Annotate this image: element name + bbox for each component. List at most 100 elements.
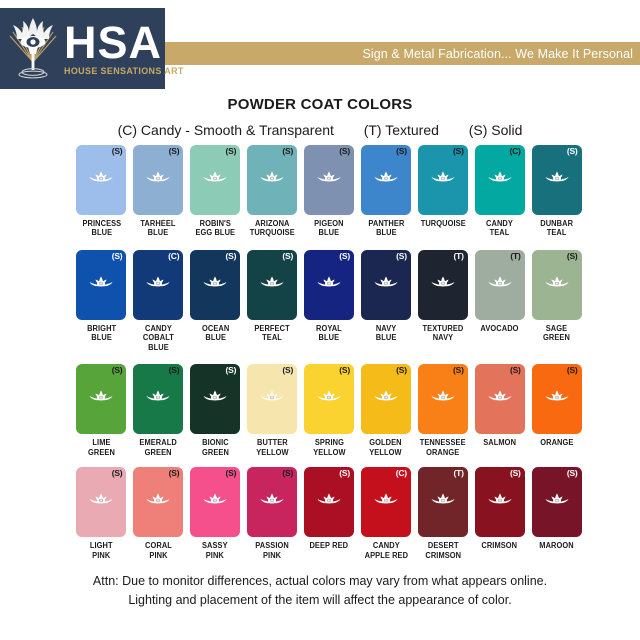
color-swatch[interactable]: (C) [360, 467, 411, 538]
lotus-icon [86, 389, 116, 404]
color-swatch-cell[interactable]: (S) GOLDEN YELLOW [357, 364, 414, 457]
lotus-icon [257, 389, 287, 404]
color-swatch-cell[interactable]: (S) PASSION PINK [244, 467, 301, 560]
lotus-icon [485, 492, 515, 507]
finish-code: (S) [225, 468, 237, 479]
disclaimer-line-1: Attn: Due to monitor differences, actual… [92, 574, 548, 588]
color-swatch-grid: (S) PRINCESS BLUE (S) TARHEEL BLUE (S) ROBIN'… [73, 145, 585, 563]
color-swatch[interactable]: (C) [133, 249, 184, 320]
color-swatch-cell[interactable]: (S) DUNBAR TEAL [528, 145, 585, 238]
logo-subtitle: HOUSE SENSATIONS ART [64, 65, 184, 76]
color-swatch-cell[interactable]: (S) ARIZONA TURQUOISE [244, 145, 301, 238]
color-swatch[interactable]: (S) [304, 467, 354, 538]
color-swatch[interactable]: (S) [417, 145, 468, 215]
color-swatch[interactable]: (T) [474, 249, 525, 320]
color-swatch-cell[interactable]: (S) TARHEEL BLUE [130, 145, 187, 238]
color-swatch-cell[interactable]: (S) MAROON [528, 467, 585, 560]
color-swatch-cell[interactable]: (S) LIGHT PINK [73, 467, 130, 560]
color-swatch[interactable]: (S) [417, 364, 468, 435]
color-swatch[interactable]: (S) [247, 467, 298, 538]
color-swatch[interactable]: (T) [417, 467, 468, 538]
color-name-label: DESERT CRIMSON [424, 541, 461, 560]
color-swatch-cell[interactable]: (S) ROBIN'S EGG BLUE [187, 145, 244, 238]
finish-code: (T) [510, 250, 521, 261]
lotus-icon [485, 274, 515, 289]
color-swatch-cell[interactable]: (S) DEEP RED [301, 467, 358, 560]
color-swatch[interactable]: (S) [76, 467, 127, 538]
logo-initials: HSA [64, 17, 163, 69]
color-swatch-cell[interactable]: (S) BIONIC GREEN [187, 364, 244, 457]
finish-code: (S) [566, 146, 578, 156]
finish-code: (S) [225, 146, 237, 156]
color-swatch[interactable]: (S) [133, 364, 184, 435]
color-swatch[interactable]: (S) [133, 145, 184, 215]
brand-logo[interactable]: HSA HOUSE SENSATIONS ART [0, 8, 183, 89]
color-swatch[interactable]: (S) [190, 249, 241, 320]
color-swatch-cell[interactable]: (S) PERFECT TEAL [244, 249, 301, 352]
color-swatch[interactable]: (S) [304, 249, 354, 320]
color-name-label: SAGE GREEN [543, 323, 571, 343]
lotus-icon [428, 170, 458, 185]
color-swatch-cell[interactable]: (S) SALMON [471, 364, 528, 457]
color-swatch[interactable]: (S) [531, 467, 582, 538]
color-swatch[interactable]: (S) [360, 249, 411, 320]
color-swatch[interactable]: (C) [474, 145, 525, 215]
color-swatch-cell[interactable]: (S) TENNESSEE ORANGE [414, 364, 471, 457]
color-swatch[interactable]: (S) [360, 364, 411, 435]
finish-code: (S) [339, 250, 350, 261]
color-swatch[interactable]: (S) [474, 467, 525, 538]
color-swatch-cell[interactable]: (S) EMERALD GREEN [130, 364, 187, 457]
color-swatch-cell[interactable]: (C) CANDY TEAL [471, 145, 528, 238]
color-swatch[interactable]: (S) [304, 364, 354, 435]
color-swatch-cell[interactable]: (T) DESERT CRIMSON [414, 467, 471, 560]
color-swatch[interactable]: (S) [360, 145, 411, 215]
lotus-icon [257, 492, 287, 507]
color-swatch-cell[interactable]: (S) TURQUOISE [414, 145, 471, 238]
color-swatch-cell[interactable]: (S) PANTHER BLUE [357, 145, 414, 238]
color-swatch-cell[interactable]: (S) PRINCESS BLUE [73, 145, 130, 238]
color-swatch[interactable]: (S) [304, 145, 354, 215]
lotus-icon [542, 274, 572, 289]
finish-code: (S) [396, 365, 407, 376]
color-swatch-cell[interactable]: (S) ROYAL BLUE [301, 249, 358, 352]
color-swatch[interactable]: (T) [417, 249, 468, 320]
finish-code: (S) [225, 365, 237, 376]
color-swatch[interactable]: (S) [247, 145, 298, 215]
color-swatch[interactable]: (S) [133, 467, 184, 538]
color-swatch[interactable]: (S) [247, 364, 298, 435]
color-name-label: CANDY COBALT BLUE [142, 323, 174, 352]
finish-code: (S) [111, 365, 123, 376]
color-swatch-cell[interactable]: (S) SAGE GREEN [528, 249, 585, 352]
color-swatch[interactable]: (S) [247, 249, 298, 320]
color-swatch-cell[interactable]: (S) NAVY BLUE [357, 249, 414, 352]
color-swatch-cell[interactable]: (T) TEXTURED NAVY [414, 249, 471, 352]
color-swatch[interactable]: (S) [190, 145, 241, 215]
color-name-label: TARHEEL BLUE [140, 219, 176, 238]
color-swatch[interactable]: (S) [76, 249, 127, 320]
color-swatch[interactable]: (S) [76, 364, 127, 435]
color-swatch-cell[interactable]: (S) PIGEON BLUE [301, 145, 358, 238]
color-swatch-cell[interactable]: (S) BUTTER YELLOW [244, 364, 301, 457]
color-swatch[interactable]: (S) [531, 249, 582, 320]
color-swatch-cell[interactable]: (T) AVOCADO [471, 249, 528, 352]
color-swatch[interactable]: (S) [474, 364, 525, 435]
lotus-icon [86, 274, 116, 289]
lotus-icon [542, 492, 572, 507]
color-swatch[interactable]: (S) [190, 467, 241, 538]
color-swatch-cell[interactable]: (S) LIME GREEN [73, 364, 130, 457]
color-swatch-cell[interactable]: (S) OCEAN BLUE [187, 249, 244, 352]
color-swatch-cell[interactable]: (S) SPRING YELLOW [301, 364, 358, 457]
color-swatch[interactable]: (S) [531, 145, 582, 215]
color-swatch-cell[interactable]: (S) SASSY PINK [187, 467, 244, 560]
color-swatch-cell[interactable]: (S) ORANGE [528, 364, 585, 457]
color-swatch[interactable]: (S) [531, 364, 582, 435]
color-swatch-cell[interactable]: (S) CORAL PINK [130, 467, 187, 560]
color-swatch[interactable]: (S) [76, 145, 127, 215]
color-swatch-cell[interactable]: (S) BRIGHT BLUE [73, 249, 130, 352]
lotus-icon [314, 170, 344, 185]
color-name-label: CRIMSON [481, 541, 518, 551]
color-swatch-cell[interactable]: (S) CRIMSON [471, 467, 528, 560]
color-swatch[interactable]: (S) [190, 364, 241, 435]
color-swatch-cell[interactable]: (C) CANDY APPLE RED [357, 467, 414, 560]
color-swatch-cell[interactable]: (C) CANDY COBALT BLUE [130, 249, 187, 352]
